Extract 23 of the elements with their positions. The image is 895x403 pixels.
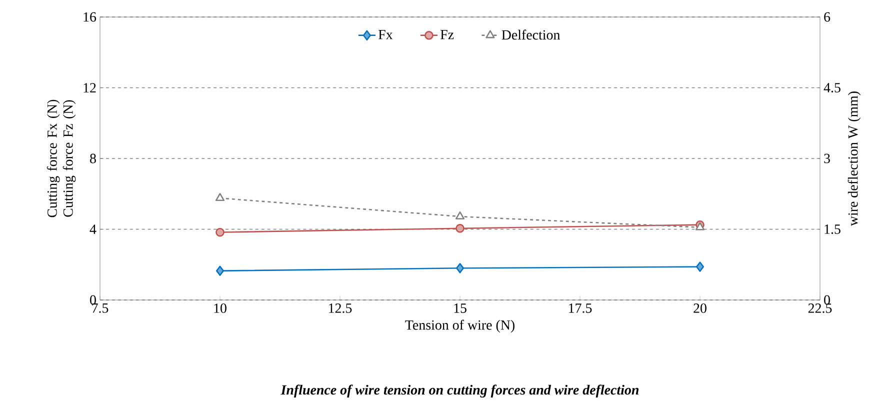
legend-label: Fz: [440, 30, 454, 40]
y2-tick-label: 1.5: [824, 224, 840, 234]
x-tick-label: 15: [454, 304, 466, 313]
y2-tick-label: 0: [824, 295, 830, 305]
x-tick-label: 20: [694, 304, 706, 313]
x-tick-label: 12.5: [329, 304, 352, 313]
legend-label: Fx: [378, 30, 393, 40]
y-tick-label: 16: [84, 12, 96, 22]
x-tick-label: 7.5: [92, 304, 108, 313]
y-axis-title: Cutting force Fx (N) Cutting force Fz (N): [46, 100, 76, 218]
y2-tick-label: 4.5: [824, 83, 840, 92]
y-tick-label: 12: [84, 83, 96, 92]
x-tick-label: 22.5: [808, 304, 832, 313]
y2-tick-label: 3: [824, 154, 830, 164]
y2-axis-title: wire deflection W (mm): [848, 92, 861, 226]
x-tick-label: 17.5: [569, 304, 592, 313]
x-axis-title: Tension of wire (N): [405, 320, 514, 333]
y2-tick-label: 6: [824, 12, 830, 22]
y-tick-label: 4: [90, 224, 96, 234]
text: Influence of wire tension on cutting forces and wire deflection: [280, 384, 639, 398]
x-tick-label: 10: [214, 304, 226, 313]
y-tick-label: 8: [90, 154, 96, 164]
legend-label: Delfection: [502, 30, 560, 40]
